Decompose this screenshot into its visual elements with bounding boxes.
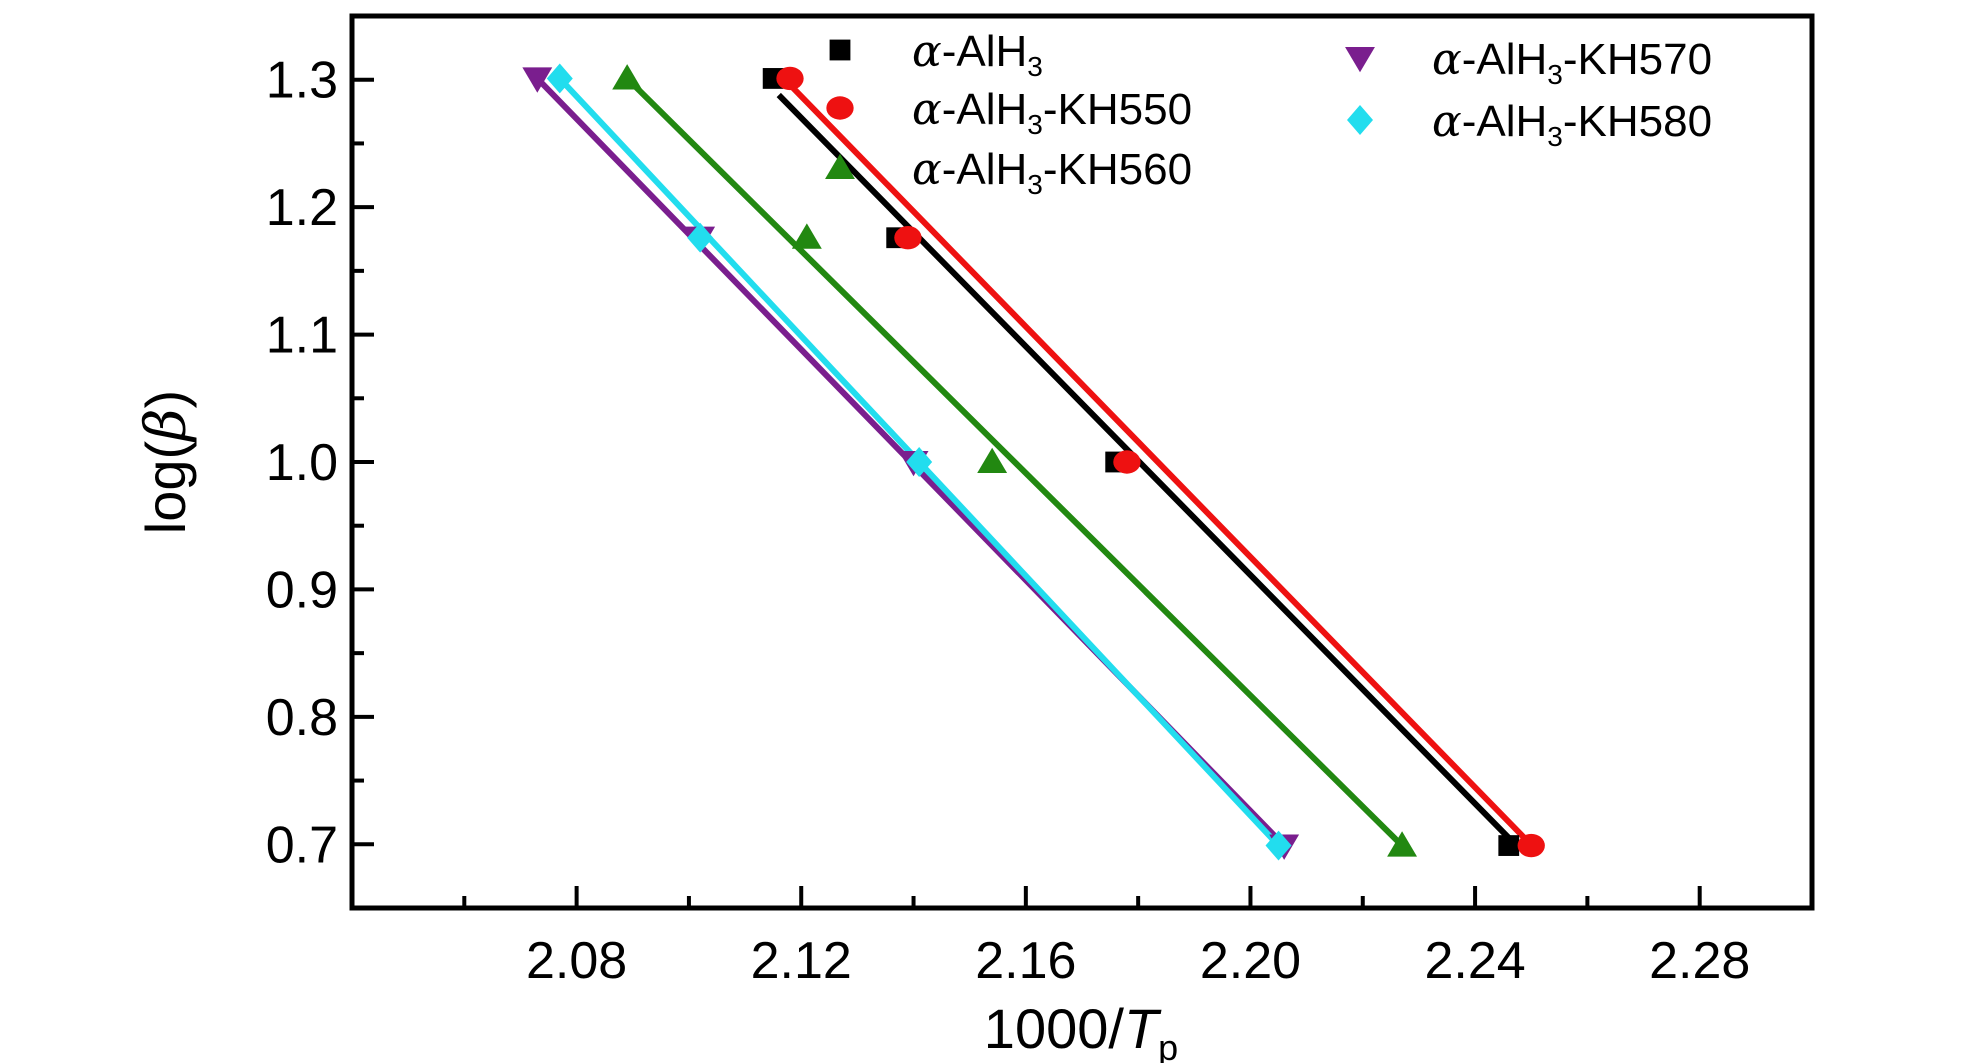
data-point bbox=[906, 447, 933, 477]
y-tick-label: 1.3 bbox=[266, 52, 338, 110]
data-point bbox=[1517, 833, 1545, 858]
y-tick-label: 0.8 bbox=[266, 689, 338, 747]
x-tick-label: 2.16 bbox=[975, 932, 1076, 990]
data-point bbox=[612, 64, 643, 90]
x-axis-title: 1000/Tp bbox=[984, 997, 1178, 1063]
legend-label: α-AlH3-KH550 bbox=[912, 84, 1192, 140]
x-tick-label: 2.08 bbox=[526, 932, 627, 990]
data-point bbox=[776, 66, 804, 91]
legend-marker bbox=[825, 153, 855, 180]
x-tick-label: 2.12 bbox=[751, 932, 852, 990]
y-tick-label: 1.1 bbox=[266, 307, 338, 365]
legend-marker bbox=[829, 39, 851, 61]
y-tick-label: 0.7 bbox=[266, 816, 338, 874]
fit-line bbox=[776, 92, 1511, 841]
data-point bbox=[1498, 835, 1520, 856]
fit-line bbox=[625, 76, 1405, 848]
data-point bbox=[1113, 450, 1141, 474]
x-tick-label: 2.28 bbox=[1649, 932, 1750, 990]
data-point bbox=[977, 447, 1008, 474]
data-point bbox=[1387, 831, 1418, 857]
data-markers bbox=[522, 63, 1545, 861]
data-point bbox=[522, 67, 553, 93]
data-point bbox=[791, 223, 822, 249]
legend-label: α-AlH3-KH560 bbox=[912, 144, 1192, 200]
legend-label: α-AlH3 bbox=[912, 26, 1043, 82]
x-tick-label: 2.20 bbox=[1200, 932, 1301, 990]
y-tick-label: 0.9 bbox=[266, 561, 338, 619]
axis-ticks: 2.08 2.12 2.16 2.20 2.24 2.28 0.7 0.8 0.9 1.0 1.1 1… bbox=[266, 52, 1751, 990]
data-point bbox=[546, 63, 573, 94]
y-tick-label: 1.2 bbox=[266, 179, 338, 237]
data-point bbox=[687, 222, 714, 253]
legend-marker bbox=[1347, 105, 1373, 135]
data-point bbox=[894, 226, 922, 250]
legend-marker bbox=[826, 96, 854, 120]
y-tick-label: 1.0 bbox=[266, 434, 338, 492]
fit-line bbox=[787, 82, 1528, 842]
legend-label: α-AlH3-KH570 bbox=[1432, 34, 1712, 90]
x-tick-label: 2.24 bbox=[1424, 932, 1525, 990]
legend-label: α-AlH3-KH580 bbox=[1432, 96, 1712, 152]
y-axis-title: log(β) bbox=[134, 390, 199, 534]
data-point bbox=[1265, 830, 1292, 861]
legend-marker bbox=[1345, 46, 1375, 73]
